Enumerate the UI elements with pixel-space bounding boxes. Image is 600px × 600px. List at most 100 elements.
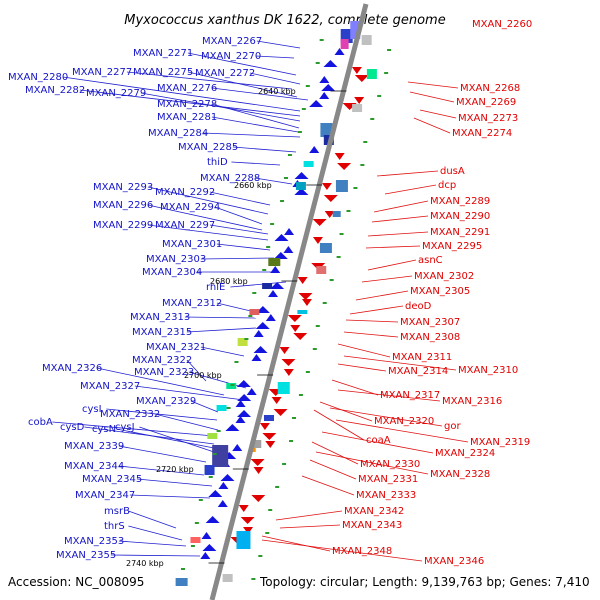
gene-arrow-right[interactable]	[298, 293, 313, 300]
gene-label-left[interactable]: msrB	[104, 506, 130, 517]
gene-label-right[interactable]: MXAN_2314	[388, 366, 448, 377]
gene-label-right[interactable]: MXAN_2324	[435, 448, 495, 459]
gene-label-left[interactable]: MXAN_2276	[157, 83, 217, 94]
gene-label-left[interactable]: MXAN_2332	[100, 409, 160, 420]
gene-arrow-left[interactable]	[225, 424, 240, 431]
gene-block[interactable]	[340, 39, 349, 49]
gene-label-left[interactable]: MXAN_2347	[75, 490, 135, 501]
gene-block[interactable]	[335, 180, 348, 192]
gene-arrow-left[interactable]	[253, 346, 268, 353]
gene-arrow-left[interactable]	[309, 146, 320, 153]
gene-arrow-right[interactable]	[271, 397, 282, 404]
gene-block[interactable]	[262, 283, 273, 289]
gene-label-left[interactable]: MXAN_2327	[80, 381, 140, 392]
gene-label-left[interactable]: MXAN_2322	[132, 355, 192, 366]
gene-label-right[interactable]: MXAN_2316	[442, 396, 502, 407]
gene-arrow-right[interactable]	[279, 347, 290, 354]
gene-label-left[interactable]: MXAN_2282	[25, 85, 85, 96]
gene-label-right[interactable]: MXAN_2319	[470, 437, 530, 448]
gene-block[interactable]	[319, 243, 332, 253]
gene-arrow-left[interactable]	[294, 188, 309, 195]
gene-arrow-left[interactable]	[268, 290, 279, 297]
gene-arrow-left[interactable]	[251, 354, 262, 361]
gene-label-right[interactable]: MXAN_2305	[410, 286, 470, 297]
gene-label-left[interactable]: MXAN_2294	[160, 202, 220, 213]
gene-arrow-right[interactable]	[251, 495, 266, 502]
gene-block[interactable]	[190, 537, 201, 543]
gene-arrow-right[interactable]	[283, 369, 294, 376]
gene-label-right[interactable]: MXAN_2289	[430, 196, 490, 207]
gene-arrow-left[interactable]	[217, 500, 228, 507]
gene-arrow-right[interactable]	[243, 527, 254, 534]
gene-label-left[interactable]: MXAN_2344	[64, 461, 124, 472]
gene-arrow-left[interactable]	[202, 544, 217, 551]
gene-label-right[interactable]: MXAN_2330	[360, 459, 420, 470]
gene-label-right[interactable]: MXAN_2320	[374, 416, 434, 427]
gene-label-left[interactable]: cobA	[28, 417, 53, 428]
gene-arrow-right[interactable]	[297, 277, 308, 284]
gene-label-left[interactable]: MXAN_2304	[142, 267, 202, 278]
gene-arrow-left[interactable]	[235, 400, 246, 407]
gene-arrow-right[interactable]	[253, 467, 264, 474]
gene-arrow-left[interactable]	[273, 252, 288, 259]
gene-label-right[interactable]: MXAN_2308	[400, 332, 460, 343]
gene-label-left[interactable]: MXAN_2299	[93, 220, 153, 231]
gene-label-right[interactable]: MXAN_2295	[422, 241, 482, 252]
gene-block[interactable]	[352, 104, 363, 112]
gene-label-left[interactable]: MXAN_2326	[42, 363, 102, 374]
gene-arrow-left[interactable]	[284, 228, 295, 235]
gene-arrow-right[interactable]	[250, 459, 265, 466]
gene-label-left[interactable]: cysJ	[115, 422, 135, 433]
gene-label-left[interactable]: MXAN_2345	[82, 474, 142, 485]
gene-arrow-left[interactable]	[319, 76, 330, 83]
gene-block[interactable]	[212, 445, 229, 467]
gene-arrow-right[interactable]	[351, 67, 362, 74]
gene-block[interactable]	[361, 35, 372, 45]
gene-arrow-left[interactable]	[201, 532, 212, 539]
gene-arrow-right[interactable]	[354, 75, 369, 82]
gene-label-right[interactable]: coaA	[366, 435, 391, 446]
gene-label-right[interactable]: MXAN_2310	[458, 365, 518, 376]
gene-arrow-left[interactable]	[205, 516, 220, 523]
gene-label-left[interactable]: MXAN_2292	[155, 187, 215, 198]
gene-block[interactable]	[277, 382, 290, 394]
gene-label-left[interactable]: MXAN_2321	[146, 342, 206, 353]
gene-label-right[interactable]: MXAN_2342	[344, 506, 404, 517]
gene-arrow-left[interactable]	[218, 482, 229, 489]
gene-arrow-left[interactable]	[323, 60, 338, 67]
gene-label-right[interactable]: MXAN_2269	[456, 97, 516, 108]
gene-label-right[interactable]: MXAN_2307	[400, 317, 460, 328]
gene-block[interactable]	[303, 161, 314, 167]
gene-arrow-right[interactable]	[273, 409, 288, 416]
gene-label-left[interactable]: MXAN_2353	[64, 536, 124, 547]
gene-label-left[interactable]: MXAN_2281	[157, 112, 217, 123]
gene-label-left[interactable]: MXAN_2301	[162, 239, 222, 250]
gene-label-left[interactable]: cysI	[82, 404, 102, 415]
gene-label-left[interactable]: MXAN_2329	[136, 396, 196, 407]
gene-arrow-left[interactable]	[232, 444, 243, 451]
gene-label-right[interactable]: MXAN_2317	[380, 390, 440, 401]
gene-label-left[interactable]: MXAN_2296	[93, 200, 153, 211]
gene-label-left[interactable]: MXAN_2271	[133, 48, 193, 59]
gene-arrow-left[interactable]	[283, 246, 294, 253]
gene-label-left[interactable]: cysD	[60, 422, 85, 433]
gene-label-left[interactable]: MXAN_2315	[132, 327, 192, 338]
gene-label-right[interactable]: deoD	[405, 301, 432, 312]
gene-arrow-right[interactable]	[240, 517, 255, 524]
gene-arrow-right[interactable]	[312, 219, 327, 226]
gene-label-left[interactable]: MXAN_2323	[134, 367, 194, 378]
gene-arrow-left[interactable]	[270, 266, 281, 273]
gene-label-left[interactable]: MXAN_2297	[155, 220, 215, 231]
gene-arrow-left[interactable]	[321, 84, 336, 91]
gene-arrow-left[interactable]	[237, 410, 252, 417]
gene-block[interactable]	[366, 69, 377, 79]
gene-arrow-left[interactable]	[253, 330, 264, 337]
gene-arrow-left[interactable]	[270, 282, 285, 289]
gene-label-right[interactable]: MXAN_2268	[460, 83, 520, 94]
gene-arrow-left[interactable]	[208, 490, 223, 497]
gene-label-left[interactable]: MXAN_2339	[64, 441, 124, 452]
gene-label-right[interactable]: MXAN_2302	[414, 271, 474, 282]
gene-arrow-right[interactable]	[321, 183, 332, 190]
gene-label-right[interactable]: dcp	[438, 180, 456, 191]
gene-label-right[interactable]: MXAN_2273	[458, 113, 518, 124]
